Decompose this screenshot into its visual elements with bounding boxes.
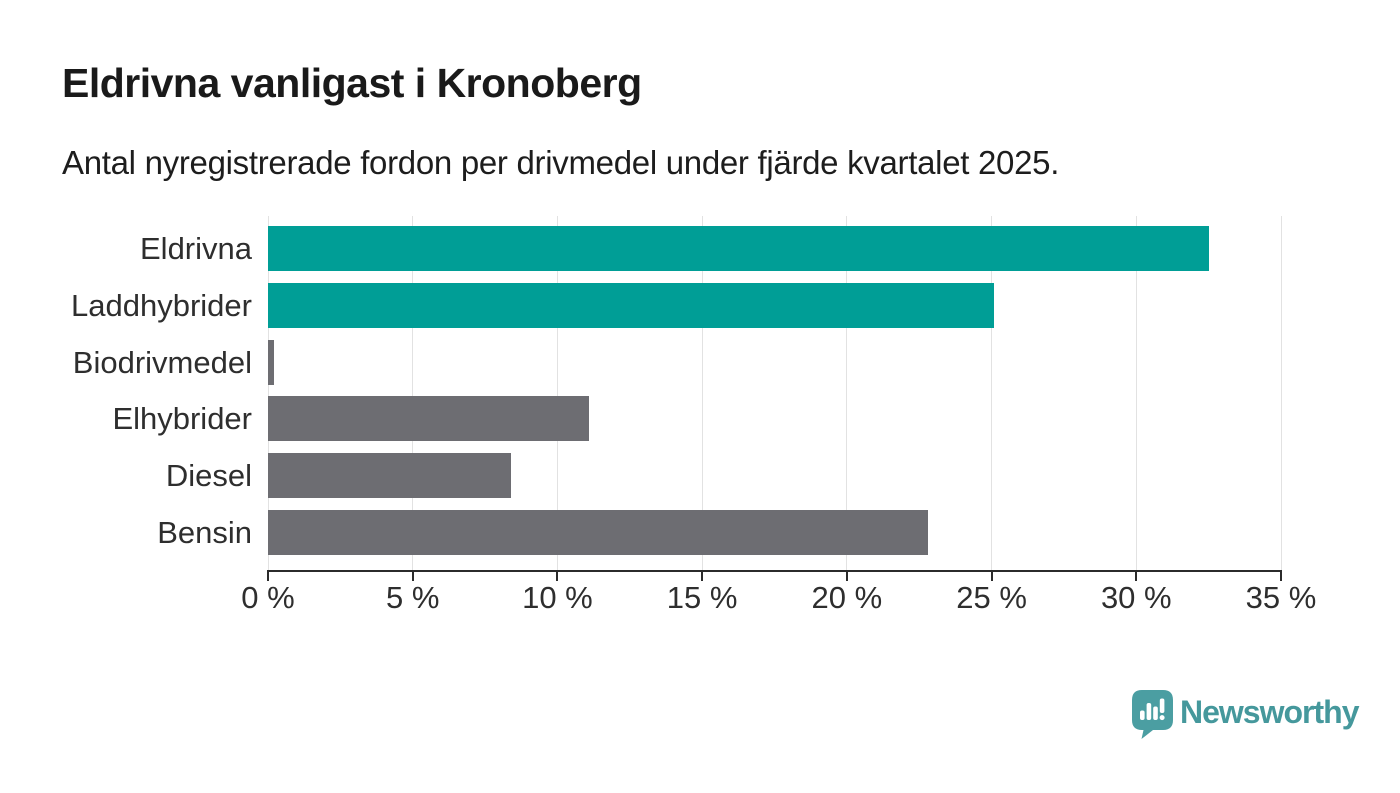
x-axis-tick	[556, 572, 559, 581]
x-axis-tick-label: 35 %	[1245, 580, 1317, 615]
category-label: Elhybrider	[112, 401, 252, 437]
chart-subtitle: Antal nyregistrerade fordon per drivmede…	[62, 144, 1060, 181]
gridline	[1135, 216, 1137, 570]
x-axis-tick	[990, 572, 993, 581]
gridline	[846, 216, 848, 570]
x-axis-tick-label: 15 %	[666, 580, 738, 615]
category-label: Biodrivmedel	[72, 344, 252, 380]
chart-title: Eldrivna vanligast i Kronoberg	[62, 60, 642, 106]
x-axis-tick	[267, 572, 269, 581]
newsworthy-logo: Newsworthy	[1132, 690, 1359, 740]
category-label: Diesel	[165, 458, 252, 494]
gridline	[412, 216, 414, 570]
bar	[268, 396, 590, 442]
x-axis-line	[267, 570, 1282, 572]
bar	[268, 453, 512, 499]
gridline	[1280, 216, 1282, 570]
x-axis-tick-label: 10 %	[522, 580, 593, 615]
x-axis-tick-label: 30 %	[1100, 580, 1172, 615]
gridline	[701, 216, 703, 570]
x-axis-tick-label: 20 %	[811, 580, 883, 615]
x-axis-tick-label: 5 %	[385, 580, 440, 615]
gridline	[556, 216, 558, 570]
gridline	[991, 216, 993, 570]
x-axis-tick	[411, 572, 414, 581]
gridline	[267, 216, 269, 570]
bar	[268, 510, 928, 555]
newsworthy-bar-chart-bubble-icon	[1132, 690, 1173, 739]
brand-name: Newsworthy	[1180, 694, 1359, 730]
x-axis-tick	[845, 572, 848, 581]
bar	[268, 339, 274, 385]
x-axis-tick	[1280, 572, 1282, 581]
bar	[268, 226, 1209, 271]
category-label: Laddhybrider	[71, 287, 252, 323]
category-label: Eldrivna	[140, 231, 252, 266]
category-label: Bensin	[157, 515, 252, 550]
bar	[268, 282, 995, 328]
x-axis-tick	[701, 572, 704, 581]
x-axis-tick-label: 0 %	[241, 580, 295, 615]
x-axis-tick-label: 25 %	[956, 580, 1027, 615]
x-axis-tick	[1135, 572, 1138, 581]
